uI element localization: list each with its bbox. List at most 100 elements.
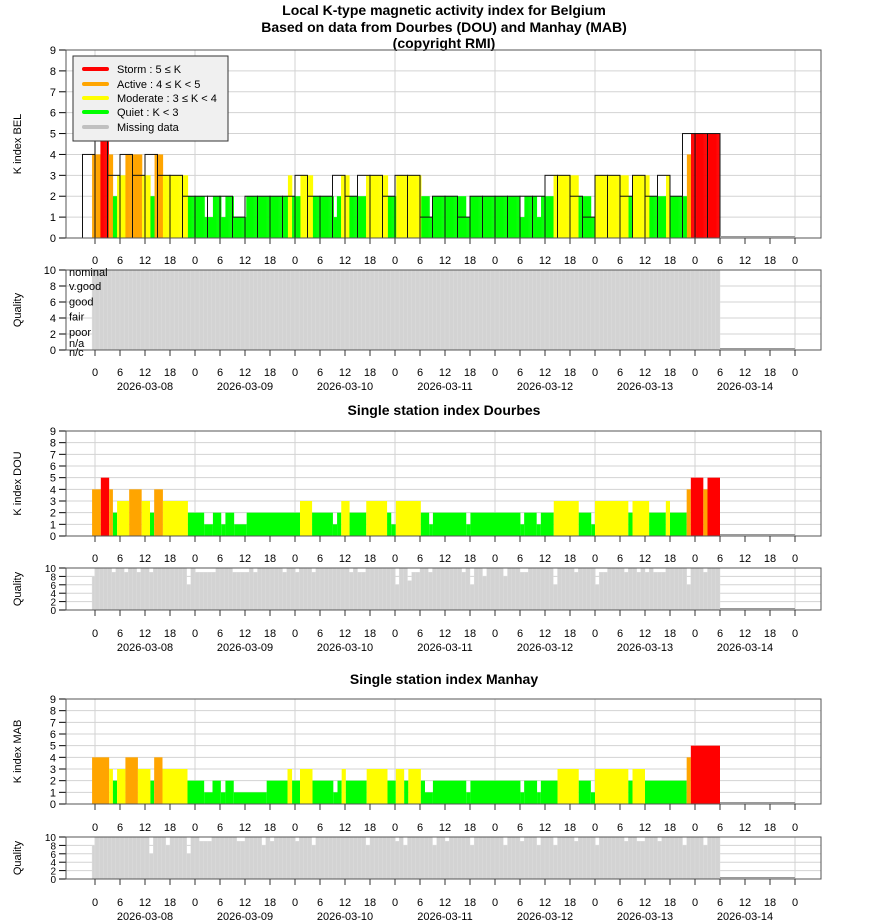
bel-fine-bar xyxy=(283,196,285,238)
x-tick-label: 6 xyxy=(617,628,623,640)
bel-fine-bar xyxy=(451,196,453,238)
x-tick-label: 18 xyxy=(364,897,376,909)
quality-bar xyxy=(611,836,617,880)
y-tick-label: 3 xyxy=(50,496,56,508)
quality-bar xyxy=(711,836,717,880)
bel-fine-bar xyxy=(674,196,676,238)
quality-bar xyxy=(569,567,575,611)
bel-fine-bar xyxy=(708,133,710,238)
bel-fine-bar xyxy=(238,217,241,238)
quality-bar xyxy=(598,572,604,611)
quality-bar xyxy=(91,845,96,880)
bel-fine-bar xyxy=(699,133,701,238)
quality-bar xyxy=(453,269,458,351)
quality-bar xyxy=(494,836,500,880)
bel-fine-bar xyxy=(561,175,564,238)
bel-fine-bar xyxy=(408,175,410,238)
quality-bar xyxy=(248,836,254,880)
quality-bar xyxy=(448,567,454,611)
quality-bar xyxy=(678,836,683,880)
bel-fine-bar xyxy=(641,175,643,238)
quality-bar xyxy=(244,269,250,351)
date-label: 2026-03-11 xyxy=(417,911,472,923)
x-tick-label: 0 xyxy=(192,628,198,640)
bel-fine-bar xyxy=(234,217,237,238)
bel-fine-bar xyxy=(310,175,313,238)
quality-bar xyxy=(411,269,417,351)
y-tick-label: 7 xyxy=(50,717,56,729)
bel-fine-bar xyxy=(543,196,545,238)
x-tick-label: 0 xyxy=(692,822,698,834)
bel-fine-bar xyxy=(697,133,699,238)
bel-fine-bar xyxy=(338,196,341,238)
bel-fine-bar xyxy=(629,196,631,238)
bel-fine-bar xyxy=(627,175,629,238)
x-tick-label: 18 xyxy=(764,628,776,640)
x-tick-label: 18 xyxy=(264,628,276,640)
quality-bar xyxy=(298,567,304,611)
bel-fine-bar xyxy=(273,196,275,238)
dourbes-title: Single station index Dourbes xyxy=(348,402,541,418)
quality-bar xyxy=(194,269,200,351)
quality-bar xyxy=(478,269,483,351)
quality-bar xyxy=(265,836,271,880)
bel-fine-bar xyxy=(96,154,98,238)
quality-bar xyxy=(440,567,446,611)
bel-fine-bar xyxy=(92,154,94,238)
quality-bar xyxy=(257,269,262,351)
bel-fine-bar xyxy=(111,154,114,238)
bel-fine-bar xyxy=(241,217,243,238)
bel-fine-bar xyxy=(529,196,531,238)
dou-k-bar xyxy=(234,524,247,536)
quality-bar xyxy=(707,269,712,351)
bel-fine-bar xyxy=(212,196,215,238)
bel-fine-bar xyxy=(713,133,716,238)
date-label: 2026-03-13 xyxy=(617,642,673,654)
y-axis-label: K index MAB xyxy=(12,720,24,784)
bel-fine-bar xyxy=(145,175,147,238)
quality-bar xyxy=(165,567,171,611)
bel-fine-bar xyxy=(491,196,493,238)
quality-bar xyxy=(444,567,450,611)
mab-k-bar xyxy=(109,769,113,804)
mab-k-bar xyxy=(404,780,409,804)
bel-fine-bar xyxy=(518,196,520,238)
quality-bar xyxy=(607,567,612,611)
bel-fine-bar xyxy=(420,175,422,238)
x-tick-label: 18 xyxy=(664,367,676,379)
bel-fine-bar xyxy=(525,196,527,238)
mab-k-bar xyxy=(300,769,313,804)
quality-bar xyxy=(523,572,529,611)
quality-bar xyxy=(178,567,183,611)
x-tick-label: 12 xyxy=(339,628,351,640)
quality-bar xyxy=(303,269,308,351)
x-tick-label: 0 xyxy=(292,897,298,909)
bel-fine-bar xyxy=(446,196,448,238)
x-tick-label: 12 xyxy=(639,628,651,640)
bel-fine-bar xyxy=(441,196,443,238)
bel-fine-bar xyxy=(558,175,560,238)
bel-fine-bar xyxy=(610,175,613,238)
quality-bar xyxy=(111,836,117,880)
quality-bar xyxy=(548,836,554,880)
quality-bar xyxy=(148,853,154,880)
quality-bar xyxy=(140,836,146,880)
x-tick-label: 0 xyxy=(592,255,598,267)
bel-fine-bar xyxy=(375,175,377,238)
x-tick-label: 0 xyxy=(492,822,498,834)
bel-fine-bar xyxy=(196,196,198,238)
quality-bar xyxy=(228,567,233,611)
bel-frame xyxy=(65,49,822,239)
quality-bar xyxy=(665,269,671,351)
y-tick-label: 0 xyxy=(50,531,56,543)
x-tick-label: 0 xyxy=(492,255,498,267)
quality-bar xyxy=(186,584,192,611)
bel-fine-bar xyxy=(149,175,151,238)
bel-fine-bar xyxy=(372,175,374,238)
mab-k-bar xyxy=(266,780,288,804)
dou-frame xyxy=(65,430,822,537)
x-tick-label: 6 xyxy=(417,553,423,565)
quality-bar xyxy=(494,269,500,351)
chart-subtitle: Based on data from Dourbes (DOU) and Man… xyxy=(261,19,627,35)
mab-k-bar xyxy=(287,769,293,804)
